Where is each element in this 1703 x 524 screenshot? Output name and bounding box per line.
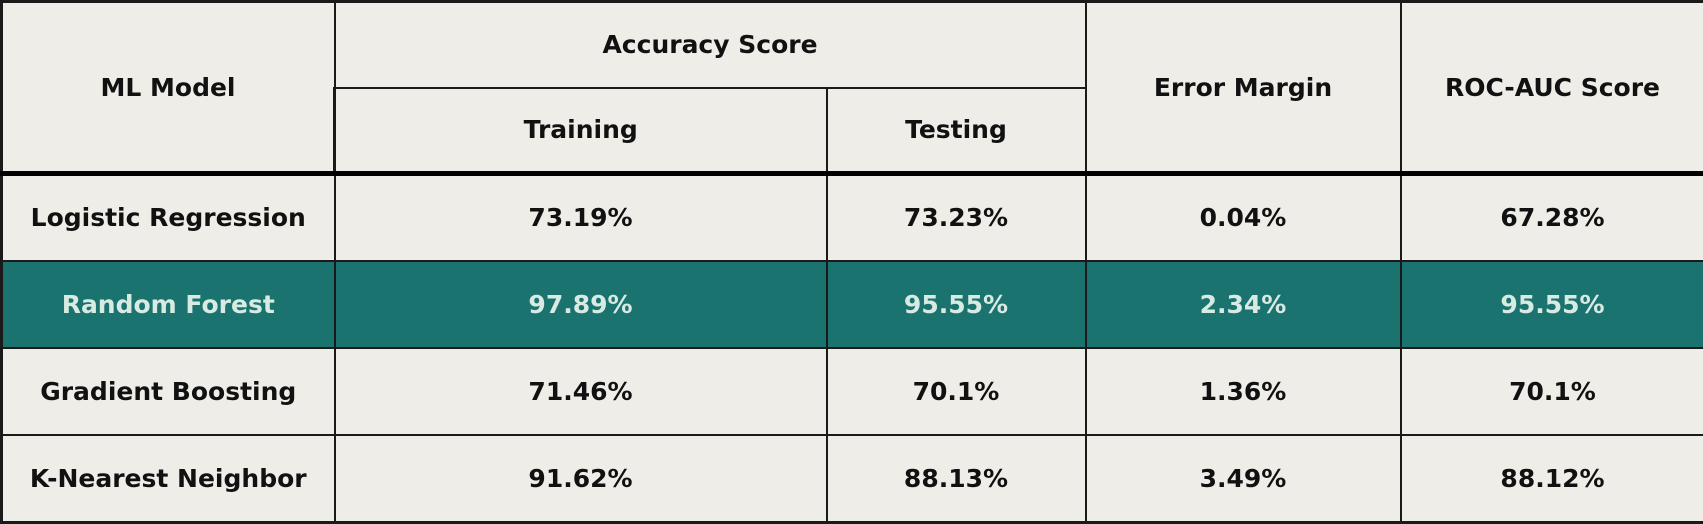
testing-score-cell: 88.13% (825, 434, 1087, 524)
error-margin-cell: 2.34% (1084, 259, 1402, 350)
training-score-cell: 73.19% (333, 170, 828, 262)
header-error-margin: Error Margin (1084, 0, 1402, 175)
error-margin-cell: 0.04% (1084, 170, 1402, 262)
table-header: ML Model Accuracy Score Error Margin ROC… (0, 0, 1703, 175)
header-roc-auc-score: ROC-AUC Score (1399, 0, 1703, 175)
error-margin-cell: 1.36% (1084, 346, 1402, 437)
testing-score-cell: 70.1% (825, 346, 1087, 437)
roc-auc-cell: 95.55% (1399, 259, 1703, 350)
training-score-cell: 91.62% (333, 434, 828, 524)
table-row: K-Nearest Neighbor 91.62% 88.13% 3.49% 8… (0, 434, 1703, 524)
header-testing: Testing (825, 86, 1087, 175)
model-name-cell: Logistic Regression (0, 170, 336, 262)
header-accuracy-score: Accuracy Score (333, 0, 1087, 89)
training-score-cell: 97.89% (333, 259, 828, 350)
error-margin-cell: 3.49% (1084, 434, 1402, 524)
header-row-top: ML Model Accuracy Score Error Margin ROC… (0, 0, 1703, 175)
header-row-sub: Training Testing (2, 86, 1703, 175)
model-name-cell: Gradient Boosting (0, 346, 336, 437)
table-body: Logistic Regression 73.19% 73.23% 0.04% … (0, 170, 1703, 524)
table-row: Logistic Regression 73.19% 73.23% 0.04% … (0, 170, 1703, 262)
testing-score-cell: 73.23% (825, 170, 1087, 262)
roc-auc-cell: 67.28% (1399, 170, 1703, 262)
header-training: Training (333, 86, 828, 175)
model-name-cell: Random Forest (0, 259, 336, 350)
training-score-cell: 71.46% (333, 346, 828, 437)
roc-auc-cell: 70.1% (1399, 346, 1703, 437)
model-name-cell: K-Nearest Neighbor (0, 434, 336, 524)
roc-auc-cell: 88.12% (1399, 434, 1703, 524)
header-ml-model: ML Model (0, 0, 336, 175)
testing-score-cell: 95.55% (825, 259, 1087, 350)
table-row-highlighted: Random Forest 97.89% 95.55% 2.34% 95.55% (0, 259, 1703, 350)
table-row: Gradient Boosting 71.46% 70.1% 1.36% 70.… (0, 346, 1703, 437)
